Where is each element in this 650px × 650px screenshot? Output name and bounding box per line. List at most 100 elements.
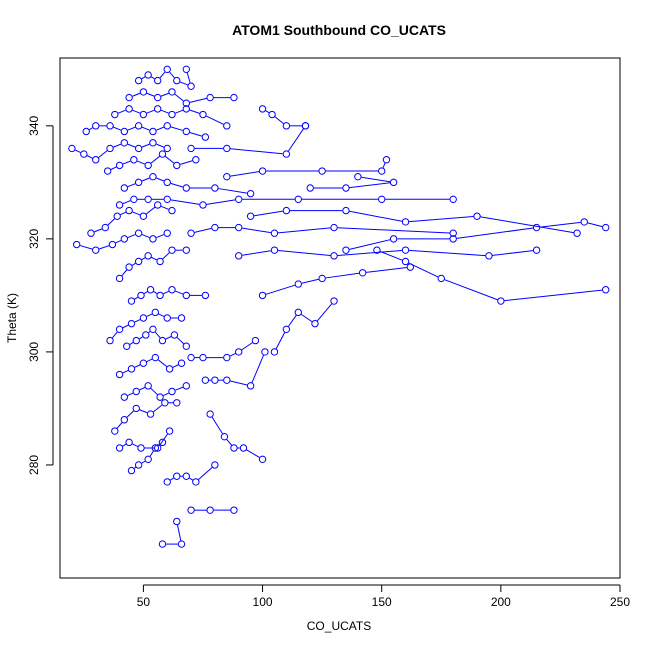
data-point	[156, 257, 164, 266]
series-segment	[146, 313, 153, 317]
data-point	[239, 444, 248, 452]
series-segment	[127, 234, 136, 239]
series-segment	[111, 331, 118, 339]
data-point	[282, 150, 291, 158]
data-point	[177, 359, 186, 367]
data-point	[163, 144, 171, 153]
data-point	[270, 348, 279, 356]
data-point	[87, 229, 95, 237]
data-point	[168, 246, 176, 254]
data-point	[72, 240, 81, 249]
series-segment	[316, 303, 333, 322]
series-segment	[170, 199, 200, 205]
data-point	[154, 105, 162, 113]
data-point	[139, 212, 148, 220]
series-segment	[382, 162, 386, 168]
data-point	[139, 359, 148, 367]
series-group	[206, 410, 267, 464]
data-point	[401, 246, 410, 254]
series-segment	[587, 222, 603, 228]
series-segment	[127, 183, 136, 188]
series-segment	[141, 126, 150, 131]
data-point	[211, 184, 219, 192]
series-segment	[122, 324, 129, 329]
series-segment	[151, 256, 158, 261]
series-segment	[160, 92, 169, 97]
data-point	[158, 438, 167, 447]
series-group	[201, 348, 269, 390]
data-point	[168, 110, 176, 119]
data-point	[132, 387, 140, 396]
data-point	[318, 167, 326, 175]
data-point	[401, 257, 410, 266]
x-tick-label: 100	[253, 595, 273, 609]
data-point	[246, 189, 255, 198]
series-segment	[206, 199, 236, 205]
data-point	[132, 336, 140, 345]
series-group	[306, 172, 398, 192]
data-point	[306, 184, 314, 192]
data-point	[473, 212, 481, 220]
series-segment	[164, 155, 175, 164]
series-segment	[86, 155, 93, 159]
series-segment	[274, 116, 284, 124]
data-point	[173, 76, 181, 85]
data-point	[182, 99, 190, 107]
data-point	[201, 133, 210, 141]
series-segment	[156, 234, 165, 239]
data-point	[168, 88, 176, 96]
data-point	[580, 218, 588, 226]
data-point	[149, 139, 157, 147]
x-tick-label: 200	[491, 595, 511, 609]
data-point	[151, 308, 160, 317]
series-segment	[153, 404, 163, 413]
data-point	[92, 246, 100, 254]
data-point	[382, 156, 391, 164]
data-point	[199, 201, 207, 209]
data-point	[134, 76, 143, 85]
data-point	[282, 206, 291, 215]
data-point	[602, 223, 610, 232]
series-segment	[198, 466, 213, 480]
series-segment	[165, 336, 172, 340]
series-layer	[68, 65, 610, 548]
data-point	[354, 172, 362, 181]
series-segment	[170, 477, 174, 481]
series-segment	[127, 143, 136, 148]
data-point	[120, 184, 129, 192]
data-point	[106, 122, 114, 130]
series-group	[68, 139, 171, 164]
data-point	[211, 223, 219, 232]
series-group	[246, 206, 581, 237]
series-segment	[141, 460, 146, 464]
data-point	[235, 348, 243, 356]
data-point	[187, 353, 195, 362]
data-point	[101, 223, 109, 232]
series-group	[187, 223, 457, 237]
data-point	[103, 167, 112, 175]
data-point	[92, 156, 100, 164]
data-point	[187, 506, 195, 514]
data-point	[223, 122, 231, 130]
data-point	[282, 325, 291, 334]
data-point	[137, 291, 145, 300]
series-segment	[242, 227, 271, 234]
data-point	[532, 246, 541, 254]
y-tick-label: 300	[27, 342, 41, 362]
data-point	[123, 342, 131, 350]
series-segment	[480, 216, 574, 234]
data-point	[168, 286, 176, 294]
data-point	[127, 297, 136, 305]
series-segment	[230, 148, 283, 155]
data-point	[120, 393, 129, 401]
series-segment	[163, 392, 169, 397]
data-point	[258, 455, 267, 464]
series-group	[187, 506, 238, 514]
data-point	[151, 353, 160, 362]
series-segment	[134, 466, 137, 469]
series-segment	[176, 337, 185, 345]
series-group	[235, 246, 541, 260]
series-segment	[349, 182, 391, 189]
series-group	[82, 122, 210, 141]
data-point	[168, 206, 176, 215]
